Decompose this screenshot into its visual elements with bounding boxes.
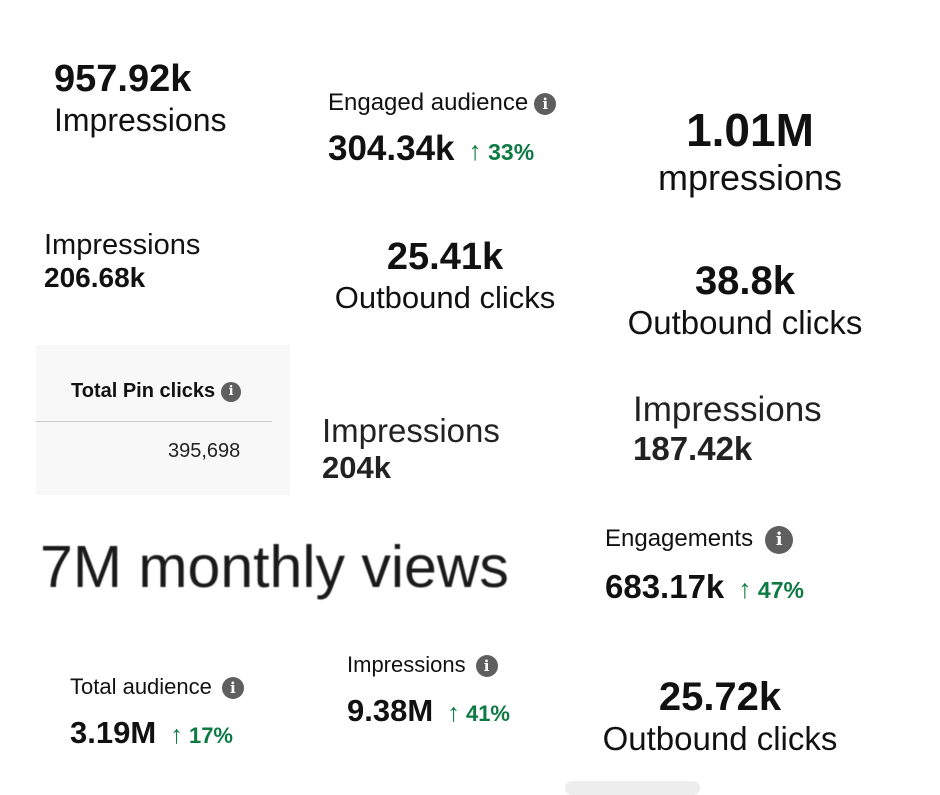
info-icon[interactable]: i	[765, 525, 794, 554]
stat-label: Engaged audience	[328, 89, 529, 116]
stat-label: Outbound clicks	[334, 279, 556, 315]
stat-label: Outbound clicks	[627, 304, 863, 341]
divider	[36, 421, 272, 422]
stat-impressions-187k: Impressions 187.42k	[633, 390, 822, 468]
stat-value: 1.01M	[686, 104, 814, 156]
stat-value: 206.68k	[44, 262, 146, 294]
stat-outbound-25-72k: 25.72k Outbound clicks	[580, 674, 860, 758]
info-icon[interactable]: i	[221, 381, 242, 402]
stat-label: Impressions	[44, 229, 201, 261]
partial-button	[565, 781, 700, 795]
stat-impressions-206k: Impressions 206.68k	[44, 229, 200, 295]
pin-clicks-card: Total Pin clicks i 395,698	[36, 345, 290, 495]
stat-outbound-25k: 25.41k Outbound clicks	[315, 236, 575, 315]
stat-impressions-9m: Impressions i 9.38M ↑ 41%	[347, 652, 510, 729]
stat-value: 3.19M	[70, 715, 157, 751]
stat-change: 41%	[465, 701, 510, 727]
stat-label: Impressions	[633, 390, 822, 429]
stat-label: Total audience	[70, 674, 212, 699]
info-icon[interactable]: i	[221, 677, 244, 700]
monthly-views: 7M monthly views	[40, 534, 509, 602]
stat-change: 47%	[757, 576, 804, 603]
stat-label: Impressions	[54, 101, 227, 138]
stat-label: Impressions	[322, 412, 500, 449]
stat-value: 38.8k	[694, 259, 796, 303]
stat-value: 25.41k	[386, 236, 504, 278]
stat-total-audience: Total audience i 3.19M ↑ 17%	[70, 674, 244, 751]
stat-value: 9.38M	[347, 693, 434, 729]
stat-label: mpressions	[657, 156, 843, 198]
stat-engagements: Engagements i 683.17k ↑ 47%	[605, 525, 804, 606]
stat-value: 395,698	[168, 440, 241, 462]
stat-value: 957.92k	[54, 58, 192, 100]
up-arrow-icon: ↑	[738, 573, 752, 604]
stat-outbound-38k: 38.8k Outbound clicks	[605, 258, 885, 342]
stat-change: 17%	[188, 723, 233, 749]
stat-impressions-957k: 957.92k Impressions	[54, 58, 227, 138]
stat-value: 187.42k	[633, 430, 753, 468]
up-arrow-icon: ↑	[170, 721, 183, 750]
info-icon[interactable]: i	[475, 655, 498, 678]
monthly-views-text: 7M monthly views	[40, 534, 509, 600]
stat-label: Engagements	[605, 525, 754, 552]
stat-engaged-audience: Engaged audience i 304.34k ↑ 33%	[328, 89, 557, 169]
stat-value: 25.72k	[658, 675, 782, 719]
stat-value: 683.17k	[605, 567, 725, 605]
stat-label: Impressions	[347, 652, 466, 677]
stat-change: 33%	[488, 138, 535, 165]
info-icon[interactable]: i	[534, 92, 557, 115]
up-arrow-icon: ↑	[447, 699, 460, 728]
stat-impressions-204k: Impressions 204k	[322, 412, 500, 486]
stat-impressions-1m: 1.01M mpressions	[640, 104, 860, 198]
up-arrow-icon: ↑	[468, 135, 482, 166]
stat-label: Total Pin clicks	[71, 380, 216, 402]
stat-value: 304.34k	[328, 128, 455, 168]
stat-value: 204k	[322, 449, 391, 485]
stat-label: Outbound clicks	[602, 720, 838, 757]
